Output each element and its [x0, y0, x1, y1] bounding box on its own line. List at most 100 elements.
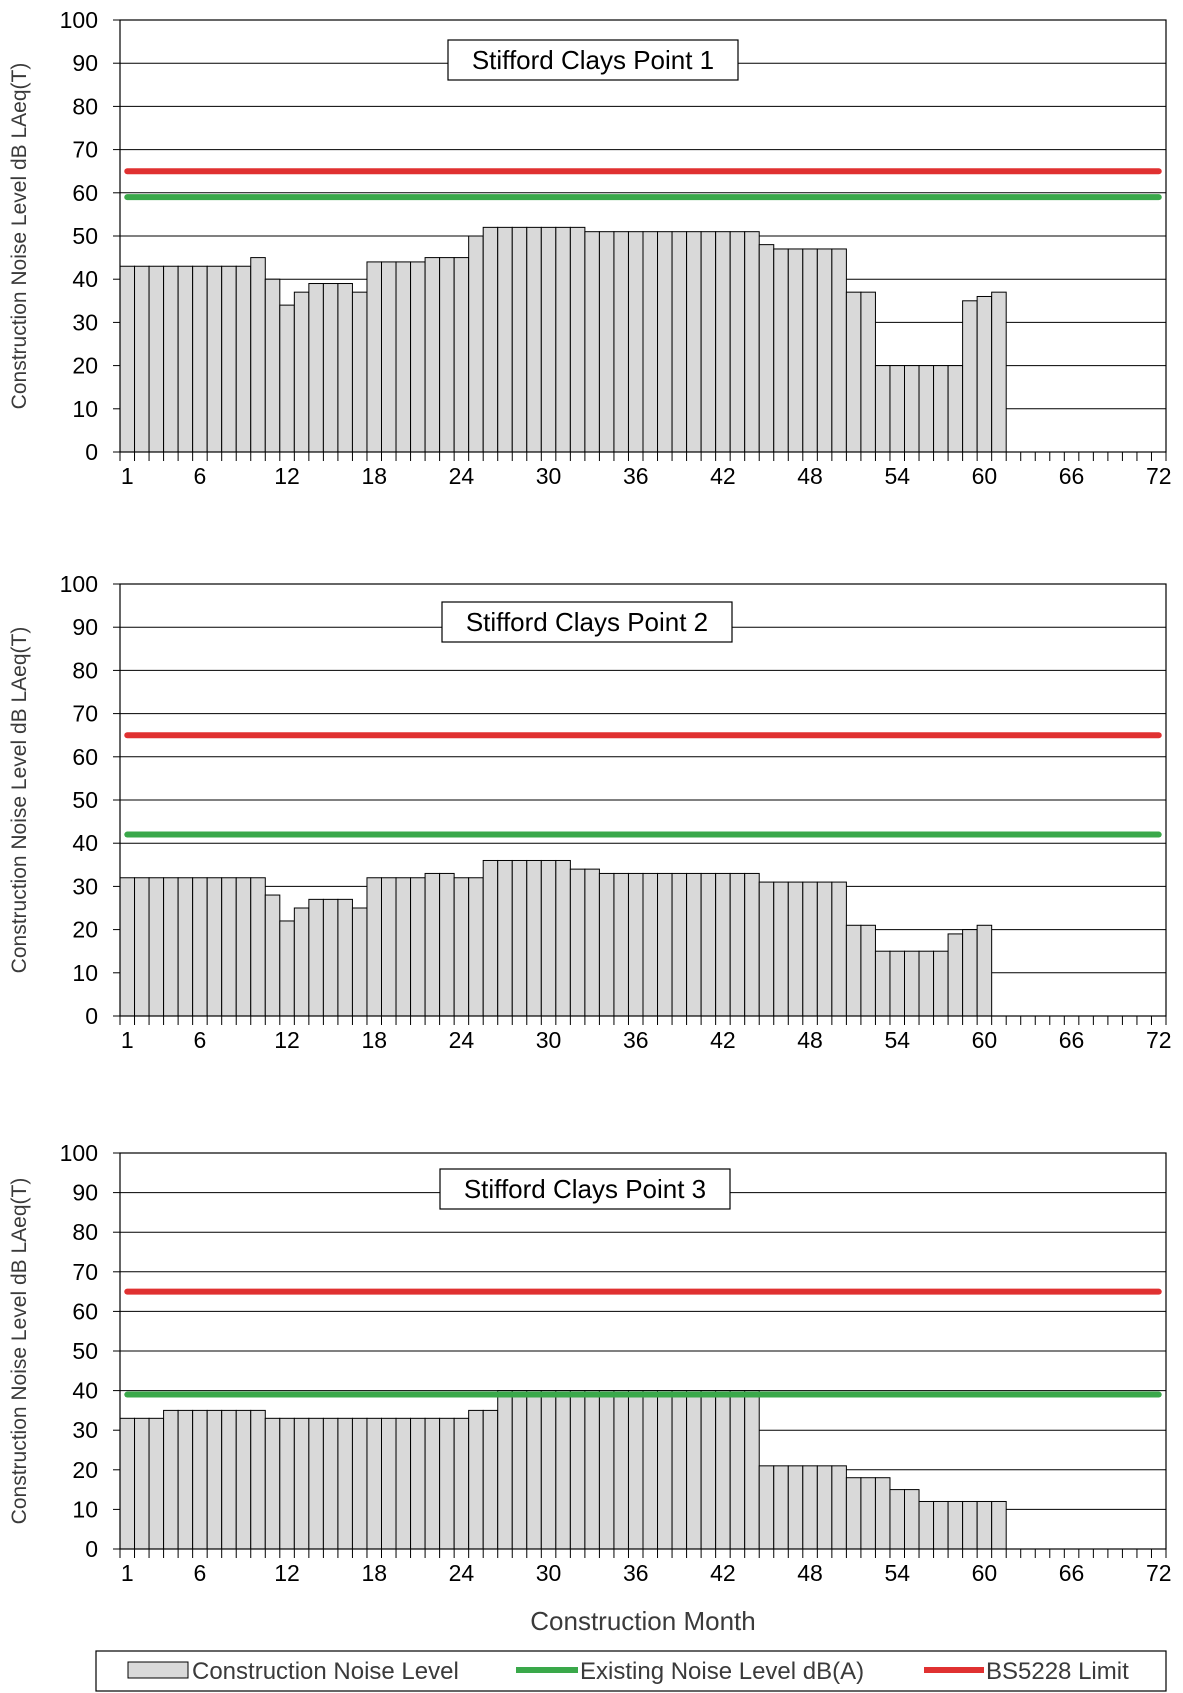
y-tick-label: 50 [72, 1338, 98, 1364]
bar [322, 283, 339, 453]
legend-label: Construction Noise Level [192, 1658, 459, 1685]
bar [526, 226, 542, 453]
bar [453, 877, 470, 1017]
x-tick-label: 36 [623, 1027, 649, 1053]
bar [962, 929, 978, 1017]
bar [613, 231, 629, 453]
bar [293, 907, 310, 1017]
x-axis-label: Construction Month [530, 1606, 755, 1636]
y-tick-label: 10 [72, 960, 98, 986]
x-tick-label: 54 [884, 1560, 910, 1586]
x-tick-label: 60 [972, 1560, 998, 1586]
bar [831, 1465, 847, 1550]
bar [250, 257, 266, 453]
bar [308, 1417, 324, 1550]
bar [468, 877, 484, 1017]
bar [366, 261, 383, 453]
bar [148, 265, 165, 453]
bar [657, 1390, 673, 1550]
bar [468, 1409, 484, 1550]
bar [642, 872, 659, 1017]
bar [569, 868, 586, 1017]
x-tick-label: 48 [797, 1560, 823, 1586]
y-tick-label: 50 [72, 223, 98, 249]
bar [802, 1465, 818, 1550]
bar [845, 291, 862, 453]
chart-title-box [447, 39, 739, 81]
bar [424, 257, 441, 453]
y-tick-label: 10 [72, 396, 98, 422]
bar [264, 894, 281, 1017]
bar [148, 877, 165, 1017]
bar [163, 877, 179, 1017]
x-tick-label: 60 [972, 1027, 998, 1053]
y-tick-label: 80 [72, 93, 98, 119]
bar [860, 291, 876, 453]
bar [700, 231, 717, 453]
x-tick-label: 12 [274, 1560, 300, 1586]
bar [381, 261, 397, 453]
bar [657, 231, 673, 453]
y-tick-label: 80 [72, 1219, 98, 1245]
x-tick-label: 36 [623, 463, 649, 489]
bar [613, 872, 629, 1017]
bar [642, 1390, 659, 1550]
bar [773, 248, 789, 453]
legend: Construction Noise Level Existing Noise L… [95, 1650, 1167, 1692]
bar [119, 265, 136, 453]
x-tick-label: 66 [1059, 1560, 1085, 1586]
bar [874, 365, 891, 453]
bar [904, 1489, 920, 1550]
bar [482, 859, 499, 1017]
y-tick-label: 0 [85, 439, 98, 465]
bar [773, 881, 789, 1017]
bar [424, 1417, 441, 1550]
bar [439, 1417, 455, 1550]
bar [802, 248, 818, 453]
chart-title: Stifford Clays Point 2 [466, 607, 708, 637]
bar [584, 1390, 600, 1550]
y-tick-label: 30 [72, 1417, 98, 1443]
bar [468, 235, 484, 453]
bar [744, 1390, 760, 1550]
bar [308, 283, 324, 453]
legend-bar-swatch [127, 1661, 189, 1679]
bar [758, 881, 775, 1017]
x-tick-label: 48 [797, 463, 823, 489]
y-axis-label: Construction Noise Level dB LAeq(T) [8, 1178, 31, 1525]
y-tick-label: 50 [72, 787, 98, 813]
x-tick-label: 6 [194, 463, 207, 489]
bar [598, 872, 615, 1017]
y-tick-label: 100 [60, 1140, 98, 1166]
bar [918, 950, 935, 1017]
x-tick-label: 54 [884, 463, 910, 489]
bar [192, 877, 208, 1017]
y-tick-label: 0 [85, 1536, 98, 1562]
bar [976, 924, 993, 1017]
bar [787, 248, 804, 453]
y-tick-label: 10 [72, 1496, 98, 1522]
bar [540, 1390, 557, 1550]
bar [802, 881, 818, 1017]
bar [947, 1500, 964, 1550]
bar [657, 872, 673, 1017]
bar [308, 898, 324, 1017]
x-tick-label: 1 [121, 1560, 134, 1586]
bar [686, 1390, 702, 1550]
bar [933, 950, 949, 1017]
bar [177, 1409, 194, 1550]
y-tick-label: 30 [72, 309, 98, 335]
bar [715, 231, 731, 453]
bar [991, 1500, 1007, 1550]
x-tick-label: 30 [536, 463, 562, 489]
bar [497, 1390, 513, 1550]
chart-title-box [439, 1168, 731, 1210]
bar [540, 226, 557, 453]
bar [845, 1477, 862, 1550]
bar [874, 1477, 891, 1550]
y-tick-label: 90 [72, 50, 98, 76]
bar [613, 1390, 629, 1550]
y-tick-label: 30 [72, 873, 98, 899]
bar [337, 898, 353, 1017]
bar [351, 1417, 368, 1550]
